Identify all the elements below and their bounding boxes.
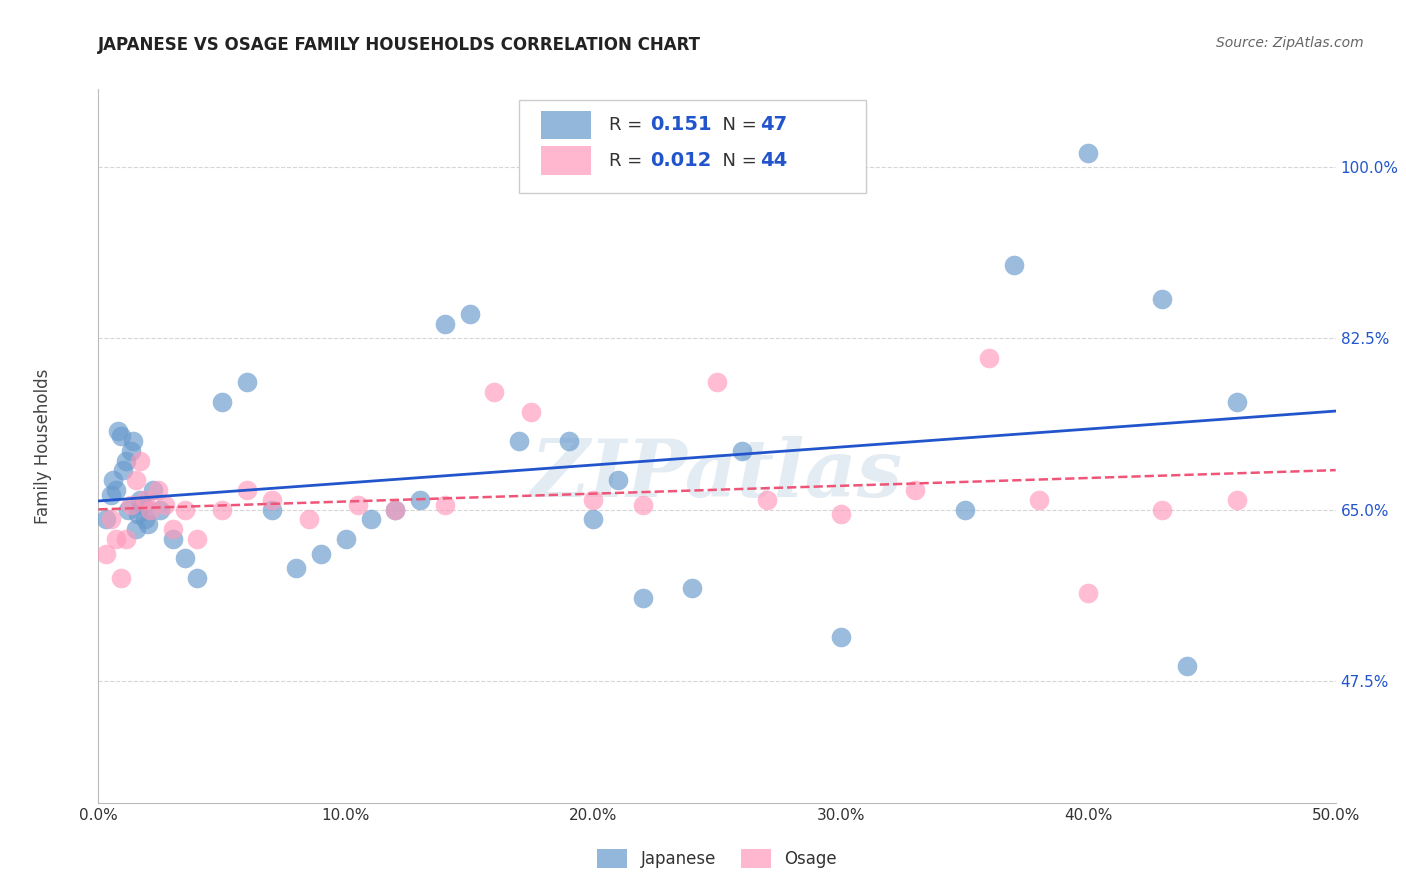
Point xyxy=(1077,585,1099,599)
Point xyxy=(174,551,197,566)
Point xyxy=(122,434,145,449)
Point xyxy=(582,512,605,526)
Point xyxy=(134,512,156,526)
Point xyxy=(830,630,852,644)
Text: R =: R = xyxy=(609,116,648,134)
Point xyxy=(681,581,703,595)
Point xyxy=(1175,659,1198,673)
Point xyxy=(104,483,127,497)
Point xyxy=(120,498,142,512)
Text: Source: ZipAtlas.com: Source: ZipAtlas.com xyxy=(1216,36,1364,50)
Point xyxy=(211,502,233,516)
Point xyxy=(132,498,155,512)
Point xyxy=(484,385,506,400)
Text: N =: N = xyxy=(711,116,762,134)
Point xyxy=(117,502,139,516)
Point xyxy=(1226,492,1249,507)
Point xyxy=(129,453,152,467)
Point xyxy=(335,532,357,546)
Point xyxy=(186,532,208,546)
Point xyxy=(139,502,162,516)
FancyBboxPatch shape xyxy=(519,100,866,193)
Point xyxy=(112,463,135,477)
Point xyxy=(104,532,127,546)
Point xyxy=(631,591,654,605)
Point xyxy=(127,508,149,522)
Point xyxy=(607,473,630,487)
Point xyxy=(103,473,125,487)
Point xyxy=(149,502,172,516)
Y-axis label: Family Households: Family Households xyxy=(34,368,52,524)
Point xyxy=(347,498,370,512)
Text: 47: 47 xyxy=(761,115,787,135)
Text: N =: N = xyxy=(711,152,762,169)
Point xyxy=(508,434,530,449)
Point xyxy=(260,502,283,516)
Point xyxy=(1077,145,1099,160)
Point xyxy=(100,488,122,502)
Point xyxy=(136,517,159,532)
Point xyxy=(979,351,1001,365)
Point xyxy=(360,512,382,526)
Point xyxy=(134,492,156,507)
Point xyxy=(1152,502,1174,516)
Point xyxy=(174,502,197,516)
Point xyxy=(309,547,332,561)
Text: 44: 44 xyxy=(761,151,787,170)
FancyBboxPatch shape xyxy=(541,146,591,175)
Point xyxy=(1226,395,1249,409)
Point xyxy=(142,483,165,497)
Point xyxy=(1028,492,1050,507)
Point xyxy=(706,376,728,390)
Point xyxy=(631,498,654,512)
Text: ZIPatlas: ZIPatlas xyxy=(531,436,903,513)
Point xyxy=(146,483,169,497)
Legend: Japanese, Osage: Japanese, Osage xyxy=(589,840,845,877)
Point xyxy=(1002,258,1025,272)
Point xyxy=(114,532,136,546)
Text: JAPANESE VS OSAGE FAMILY HOUSEHOLDS CORRELATION CHART: JAPANESE VS OSAGE FAMILY HOUSEHOLDS CORR… xyxy=(98,36,702,54)
Point xyxy=(94,512,117,526)
Point xyxy=(731,443,754,458)
Point xyxy=(236,376,259,390)
Point xyxy=(298,512,321,526)
Point xyxy=(236,483,259,497)
Point xyxy=(162,532,184,546)
Point xyxy=(129,492,152,507)
Point xyxy=(162,522,184,536)
Point xyxy=(285,561,308,575)
Text: R =: R = xyxy=(609,152,648,169)
Point xyxy=(110,429,132,443)
Point xyxy=(260,492,283,507)
Point xyxy=(557,434,579,449)
Point xyxy=(520,405,543,419)
Point xyxy=(953,502,976,516)
Point xyxy=(114,453,136,467)
Point xyxy=(582,492,605,507)
Point xyxy=(755,492,778,507)
Point xyxy=(458,307,481,321)
Point xyxy=(409,492,432,507)
Point xyxy=(124,522,146,536)
Point xyxy=(124,473,146,487)
Point xyxy=(904,483,927,497)
FancyBboxPatch shape xyxy=(541,111,591,139)
Point xyxy=(830,508,852,522)
Point xyxy=(186,571,208,585)
Point xyxy=(110,571,132,585)
Point xyxy=(1152,293,1174,307)
Point xyxy=(100,512,122,526)
Point xyxy=(384,502,406,516)
Point xyxy=(211,395,233,409)
Point xyxy=(94,547,117,561)
Point xyxy=(433,498,456,512)
Point xyxy=(384,502,406,516)
Point xyxy=(433,317,456,331)
Text: 0.151: 0.151 xyxy=(650,115,711,135)
Point xyxy=(120,443,142,458)
Text: 0.012: 0.012 xyxy=(650,151,711,170)
Point xyxy=(155,498,177,512)
Point xyxy=(107,425,129,439)
